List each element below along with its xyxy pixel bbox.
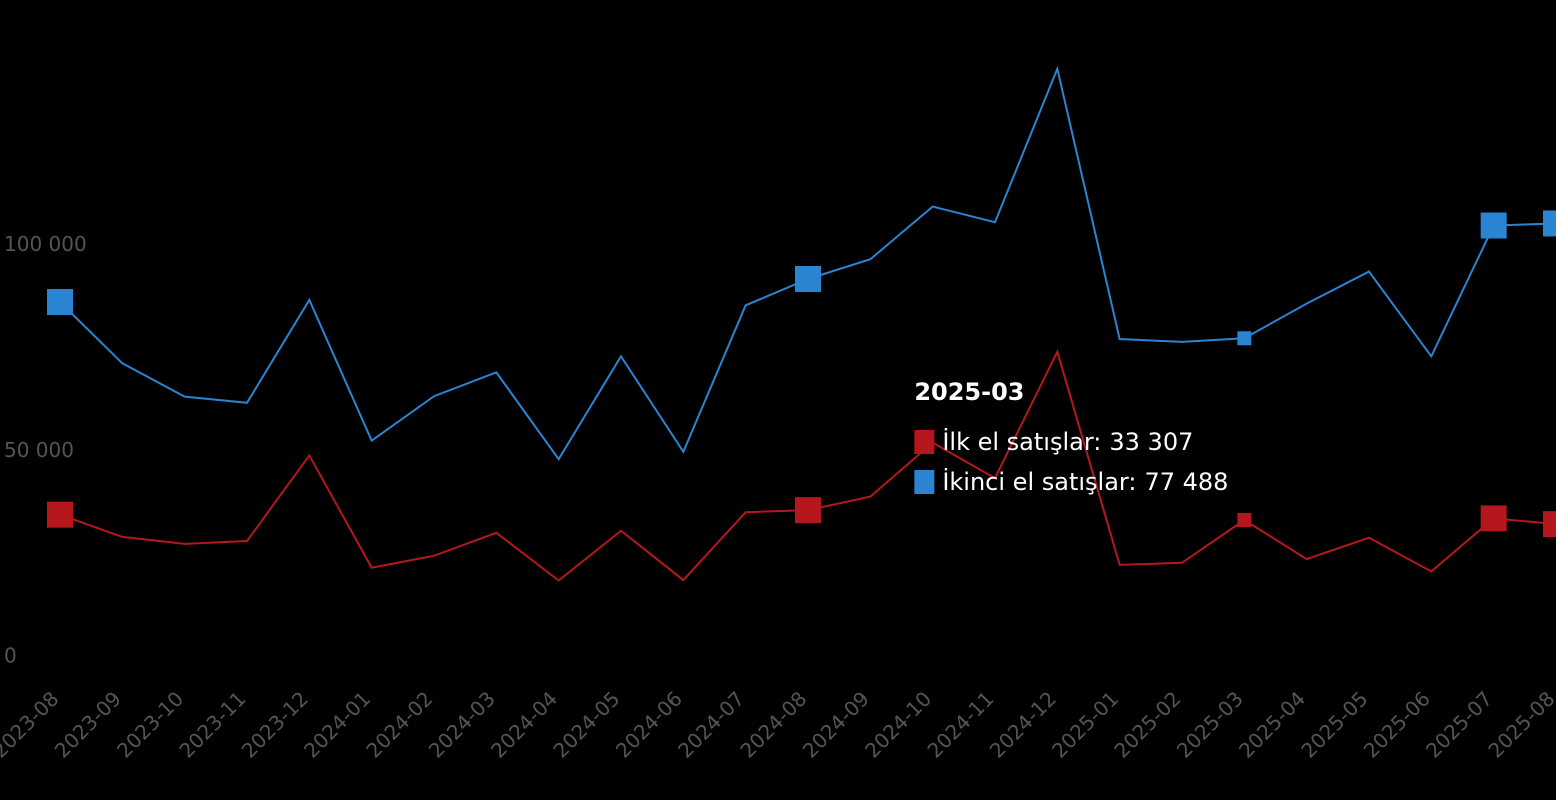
point-marker (1480, 212, 1507, 239)
tooltip-entry: İkinci el satışlar: 77 488 (942, 467, 1228, 496)
point-marker (1237, 512, 1252, 527)
series-line (59, 349, 1556, 582)
x-tick-label: 2023-12 (237, 687, 313, 763)
x-tick-label: 2024-07 (673, 687, 749, 763)
point-marker (795, 265, 821, 292)
point-marker (1480, 505, 1507, 532)
point-marker (47, 289, 73, 316)
tooltip-value: 77 488 (1144, 468, 1228, 496)
x-tick-label: 2024-12 (985, 687, 1061, 763)
x-tick-label: 2024-04 (486, 687, 562, 763)
x-tick-label: 2024-10 (860, 687, 936, 763)
x-tick-label: 2024-05 (548, 687, 624, 763)
tooltip-label: İlk el satışlar: (942, 427, 1101, 456)
x-tick-label: 2024-09 (798, 687, 874, 763)
x-tick-label: 2023-10 (112, 687, 188, 763)
x-tick-label: 2023-11 (174, 687, 250, 763)
tooltip-entry: İlk el satışlar: 33 307 (942, 427, 1193, 456)
x-tick-label: 2025-01 (1047, 687, 1123, 763)
y-tick-label: 0 (4, 644, 17, 668)
x-tick-label: 2025-03 (1172, 687, 1248, 763)
y-tick-label: 100 000 (4, 232, 87, 256)
x-tick-label: 2024-08 (735, 687, 811, 763)
x-tick-label: 2025-04 (1234, 687, 1310, 763)
x-tick-label: 2025-02 (1109, 687, 1185, 763)
x-tick-label: 2025-07 (1421, 687, 1497, 763)
point-marker (1543, 210, 1556, 237)
x-tick-label: 2024-06 (611, 687, 687, 763)
x-tick-label: 2023-09 (50, 687, 126, 763)
x-tick-label: 2025-08 (1483, 687, 1556, 763)
x-tick-label: 2024-01 (299, 687, 375, 763)
tooltip-swatch (914, 430, 935, 454)
x-tick-label: 2024-11 (922, 687, 998, 763)
tooltip-title: 2025-03 (914, 378, 1024, 406)
x-tick-label: 2025-06 (1359, 687, 1435, 763)
tooltip-value: 33 307 (1109, 428, 1193, 456)
tooltip-swatch (914, 470, 935, 494)
tooltip: 2025-03 İlk el satışlar: 33 307 İkinci el s… (914, 378, 1228, 496)
y-tick-label: 50 000 (4, 438, 74, 462)
point-marker (795, 497, 821, 524)
x-tick-label: 2024-03 (424, 687, 500, 763)
point-marker (47, 501, 73, 528)
point-marker (1237, 331, 1252, 346)
point-marker (1543, 511, 1556, 538)
x-tick-label: 2024-02 (361, 687, 437, 763)
tooltip-label: İkinci el satışlar: (942, 467, 1136, 496)
series-line (59, 65, 1556, 461)
x-tick-label: 2025-05 (1296, 687, 1372, 763)
